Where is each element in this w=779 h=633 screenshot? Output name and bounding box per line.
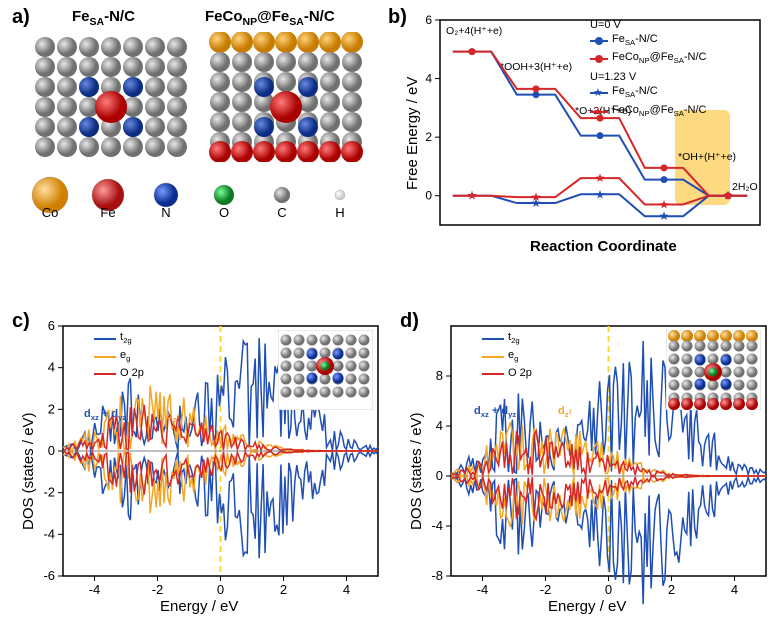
svg-text:O: O (219, 205, 229, 220)
panel-d-inset (666, 330, 761, 410)
svg-text:-2: -2 (540, 582, 552, 597)
legend-eg: eg (94, 348, 144, 366)
svg-text:0: 0 (217, 582, 224, 597)
svg-text:-4: -4 (89, 582, 101, 597)
model2-structure (205, 32, 365, 162)
svg-text:-8: -8 (431, 568, 443, 583)
svg-text:4: 4 (731, 582, 738, 597)
svg-text:4: 4 (48, 360, 55, 375)
panel-d-ann-dz2: dz2 (558, 405, 572, 419)
svg-text:4: 4 (425, 72, 432, 86)
svg-text:4: 4 (436, 418, 443, 433)
svg-text:2H₂O: 2H₂O (732, 181, 758, 193)
svg-text:C: C (277, 205, 286, 220)
svg-text:0: 0 (436, 468, 443, 483)
svg-text:2: 2 (48, 401, 55, 416)
svg-text:Fe: Fe (100, 205, 115, 220)
legend-d-t2g: t2g (482, 330, 532, 348)
svg-text:O₂+4(H⁺+e): O₂+4(H⁺+e) (446, 25, 502, 37)
svg-text:8: 8 (436, 368, 443, 383)
panel-d-ylabel: DOS (states / eV) (408, 412, 425, 530)
svg-text:-6: -6 (43, 568, 55, 583)
panel-d-legend: t2g eg O 2p (482, 330, 532, 381)
panel-c-inset (278, 330, 373, 410)
legend-series-3: ★FeCoNP@FeSA-N/C (590, 103, 706, 121)
legend-u123: U=1.23 V (590, 70, 706, 84)
svg-text:6: 6 (48, 318, 55, 333)
svg-text:N: N (161, 205, 170, 220)
panel-b-legend: U=0 V FeSA-N/C FeCoNP@FeSA-N/C U=1.23 V … (590, 18, 706, 121)
model1-structure (30, 32, 190, 162)
panel-c-legend: t2g eg O 2p (94, 330, 144, 381)
panel-d-xlabel: Energy / eV (548, 598, 626, 615)
panel-a-label: a) (12, 6, 30, 29)
svg-text:0: 0 (605, 582, 612, 597)
svg-text:*OH+(H⁺+e): *OH+(H⁺+e) (678, 151, 736, 163)
panel-c-ann-dz2: dz2 (166, 410, 180, 424)
atom-legend-spheres: Co Fe N O C H (30, 175, 370, 220)
model1-title: FeSA-N/C (72, 8, 135, 28)
svg-text:-4: -4 (43, 526, 55, 541)
svg-text:-2: -2 (152, 582, 164, 597)
svg-text:4: 4 (343, 582, 350, 597)
svg-text:H: H (335, 205, 344, 220)
svg-text:2: 2 (280, 582, 287, 597)
svg-text:6: 6 (425, 13, 432, 27)
svg-text:-4: -4 (431, 518, 443, 533)
legend-d-o2p: O 2p (482, 366, 532, 381)
panel-c-ylabel: DOS (states / eV) (20, 412, 37, 530)
panel-b-chart: 0246O₂+4(H⁺+e)*OOH+3(H⁺+e)*O+2(H⁺+e)*OH+… (400, 10, 770, 260)
svg-text:-4: -4 (477, 582, 489, 597)
legend-series-0: FeSA-N/C (590, 32, 706, 50)
svg-text:0: 0 (425, 189, 432, 203)
svg-text:0: 0 (48, 443, 55, 458)
panel-d-ann-dxz: dxz + dyz (474, 405, 516, 419)
svg-text:Co: Co (42, 205, 59, 220)
panel-b-xlabel: Reaction Coordinate (530, 238, 677, 255)
legend-series-1: FeCoNP@FeSA-N/C (590, 50, 706, 68)
legend-series-2: ★FeSA-N/C (590, 84, 706, 102)
legend-t2g: t2g (94, 330, 144, 348)
legend-o2p: O 2p (94, 366, 144, 381)
model2-title: FeCoNP@FeSA-N/C (205, 8, 335, 28)
svg-text:*OOH+3(H⁺+e): *OOH+3(H⁺+e) (500, 61, 572, 73)
svg-text:2: 2 (668, 582, 675, 597)
panel-b-ylabel: Free Energy / eV (404, 77, 421, 190)
legend-u0: U=0 V (590, 18, 706, 32)
panel-c-ann-dxz: dxz + dyz (84, 408, 126, 422)
legend-d-eg: eg (482, 348, 532, 366)
panel-c-xlabel: Energy / eV (160, 598, 238, 615)
svg-text:-2: -2 (43, 485, 55, 500)
svg-text:2: 2 (425, 130, 432, 144)
